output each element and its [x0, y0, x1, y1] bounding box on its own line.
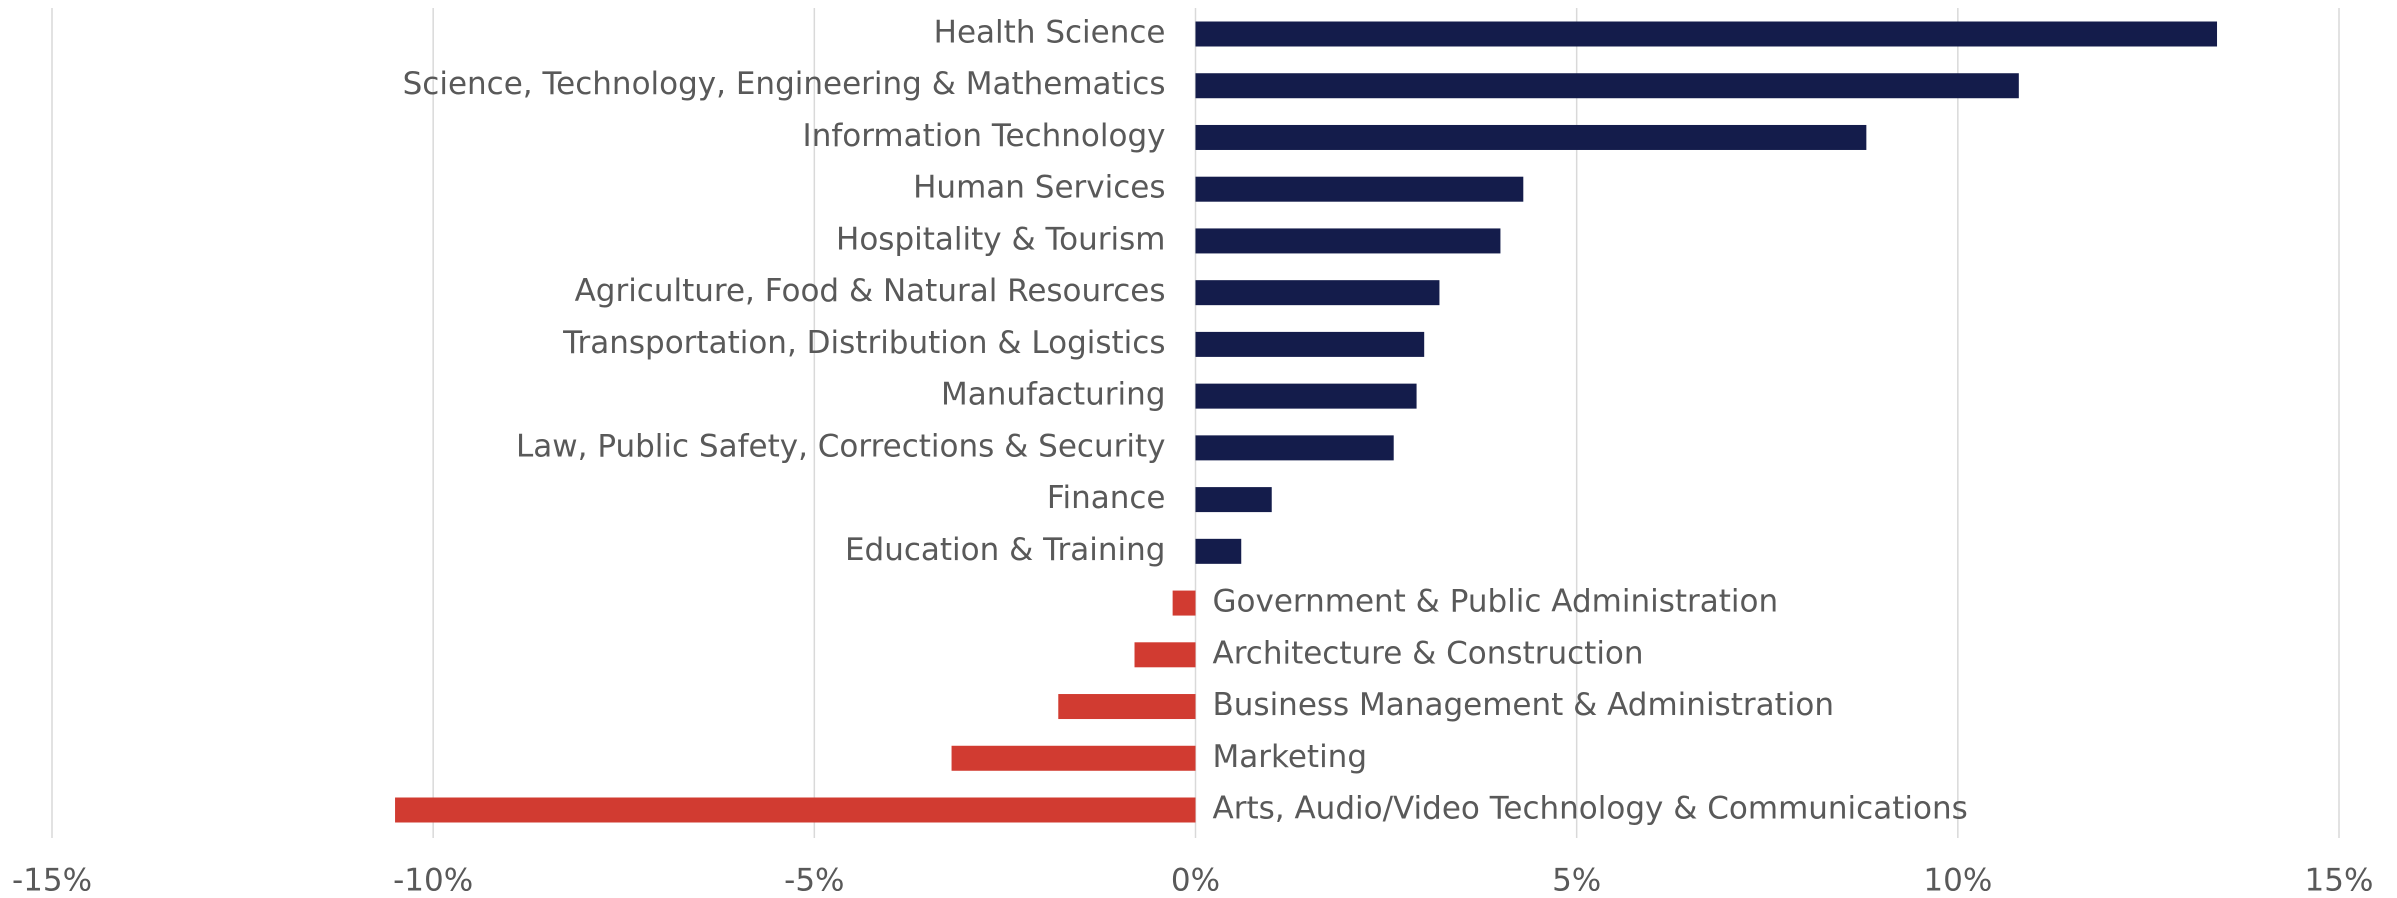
category-label: Marketing — [1213, 739, 1368, 775]
category-label: Government & Public Administration — [1213, 584, 1779, 620]
x-tick-label: 15% — [2305, 863, 2374, 898]
bar — [1058, 694, 1196, 720]
category-label: Agriculture, Food & Natural Resources — [575, 273, 1166, 309]
category-label: Transportation, Distribution & Logistics — [562, 325, 1165, 361]
bar — [1195, 538, 1242, 564]
x-tick-label: 10% — [1923, 863, 1992, 898]
bar — [1195, 73, 2019, 99]
bar — [1195, 176, 1524, 202]
category-label: Education & Training — [845, 532, 1166, 568]
bar — [1195, 280, 1440, 306]
category-label: Manufacturing — [941, 377, 1165, 413]
category-label: Finance — [1047, 480, 1166, 516]
bar — [951, 745, 1196, 771]
bar — [1134, 642, 1196, 668]
bar — [1195, 21, 2218, 47]
category-label: Business Management & Administration — [1213, 687, 1834, 723]
category-label: Information Technology — [803, 118, 1166, 154]
bar — [1195, 228, 1501, 254]
category-label: Health Science — [934, 15, 1166, 51]
category-label: Science, Technology, Engineering & Mathe… — [403, 66, 1166, 102]
x-tick-label: 5% — [1552, 863, 1601, 898]
bar — [1195, 435, 1394, 461]
category-label: Hospitality & Tourism — [836, 221, 1165, 257]
bar — [1172, 590, 1196, 616]
category-label: Human Services — [913, 170, 1165, 206]
bar — [1195, 331, 1425, 357]
bar — [1195, 124, 1867, 150]
x-tick-label: 0% — [1171, 863, 1220, 898]
bar — [1195, 383, 1417, 409]
x-tick-label: -10% — [393, 863, 473, 898]
x-tick-label: -5% — [784, 863, 844, 898]
bar — [1195, 487, 1272, 513]
category-label: Arts, Audio/Video Technology & Communica… — [1213, 791, 1968, 827]
category-label: Law, Public Safety, Corrections & Securi… — [516, 428, 1166, 464]
x-tick-label: -15% — [12, 863, 92, 898]
bar — [395, 797, 1196, 823]
category-label: Architecture & Construction — [1213, 635, 1644, 671]
